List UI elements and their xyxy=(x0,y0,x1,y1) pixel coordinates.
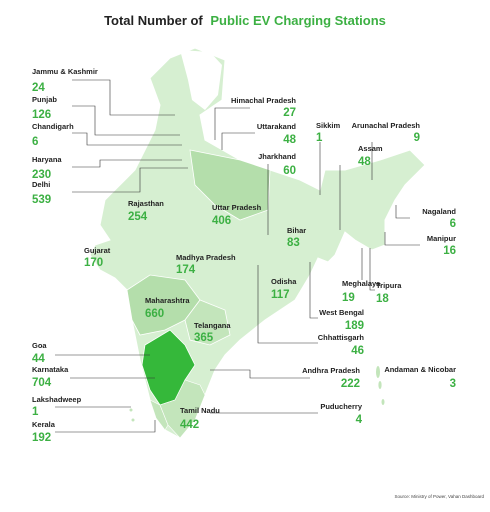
region-value: 442 xyxy=(180,419,199,431)
region-value: 126 xyxy=(32,109,51,121)
leader-line xyxy=(72,79,175,116)
region-name: Tamil Nadu xyxy=(180,406,220,415)
region-value: 539 xyxy=(32,194,51,206)
region-name: Goa xyxy=(32,341,47,350)
region-value: 230 xyxy=(32,169,51,181)
region-name: Puducherry xyxy=(320,402,363,411)
leader-line xyxy=(221,132,255,150)
region-value: 6 xyxy=(32,136,38,148)
telangana-area xyxy=(184,299,231,346)
island xyxy=(376,366,380,378)
leader-line xyxy=(257,265,318,344)
region-value: 704 xyxy=(32,377,52,389)
region-value: 660 xyxy=(145,308,164,320)
region-name: Tripura xyxy=(376,281,402,290)
region-name: Haryana xyxy=(32,155,62,164)
region-name: Karnataka xyxy=(32,365,69,374)
andaman-islands xyxy=(376,366,385,405)
region-value: 3 xyxy=(450,378,456,390)
region-name: Madhya Pradesh xyxy=(176,253,236,262)
title: Total Number of Public EV Charging Stati… xyxy=(104,13,386,28)
region-value: 24 xyxy=(32,82,45,94)
lakshadweep-islands xyxy=(129,408,135,422)
region-value: 6 xyxy=(450,218,456,230)
island xyxy=(129,408,133,412)
leader-line xyxy=(309,262,318,319)
region-value: 222 xyxy=(341,378,360,390)
region-name: Manipur xyxy=(427,234,456,243)
kerala-area xyxy=(149,399,169,431)
region-value: 46 xyxy=(351,345,364,357)
leader-line xyxy=(384,232,420,246)
region-name: Chhattisgarh xyxy=(318,333,365,342)
leader-line xyxy=(214,107,250,140)
region-name: Maharashtra xyxy=(145,296,190,305)
region-value: 1 xyxy=(316,132,323,144)
leader-line xyxy=(395,205,410,219)
region-name: Uttar Pradesh xyxy=(212,203,262,212)
region-name: Nagaland xyxy=(422,207,456,216)
region-value: 19 xyxy=(342,292,355,304)
region-value: 60 xyxy=(283,165,296,177)
region-value: 254 xyxy=(128,211,148,223)
region-value: 117 xyxy=(271,289,290,301)
leader-line xyxy=(369,248,375,291)
region-name: Arunachal Pradesh xyxy=(352,121,421,130)
region-value: 189 xyxy=(345,320,364,332)
region-value: 406 xyxy=(212,215,231,227)
region-name: Assam xyxy=(358,144,383,153)
island xyxy=(378,381,382,389)
leader-line xyxy=(72,132,182,146)
ladakh-area xyxy=(180,50,222,110)
tamil-nadu-area xyxy=(159,379,206,439)
region-value: 365 xyxy=(194,332,214,344)
region-value: 48 xyxy=(283,134,296,146)
region-name: Sikkim xyxy=(316,121,341,130)
region-name: Jammu & Kashmir xyxy=(32,67,98,76)
region-name: Andhra Pradesh xyxy=(302,366,360,375)
island xyxy=(131,418,135,422)
region-value: 27 xyxy=(283,107,296,119)
region-value: 170 xyxy=(84,257,103,269)
region-value: 174 xyxy=(176,264,196,276)
leader-line xyxy=(72,159,182,168)
region-name: Rajasthan xyxy=(128,199,164,208)
region-value: 16 xyxy=(443,245,456,257)
region-name: Himachal Pradesh xyxy=(231,96,296,105)
island xyxy=(381,399,385,405)
leader-line xyxy=(210,369,310,379)
source-note: Source: Ministry of Power, Vahan Dashboa… xyxy=(395,494,485,499)
region-value: 9 xyxy=(414,132,420,144)
region-name: Gujarat xyxy=(84,246,111,255)
region-name: Andaman & Nicobar xyxy=(384,365,456,374)
region-name: Uttarakand xyxy=(257,122,297,131)
region-value: 4 xyxy=(356,414,363,426)
title-highlight: Public EV Charging Stations xyxy=(210,13,386,28)
region-name: Lakshadweep xyxy=(32,395,82,404)
region-value: 1 xyxy=(32,406,39,418)
leader-lines xyxy=(55,79,420,433)
leader-line xyxy=(72,167,188,193)
region-name: Punjab xyxy=(32,95,57,104)
region-name: Chandigarh xyxy=(32,122,74,131)
region-name: West Bengal xyxy=(319,308,364,317)
uttar-pradesh-area xyxy=(189,149,271,221)
title-prefix: Total Number of xyxy=(104,13,203,28)
region-value: 83 xyxy=(287,237,300,249)
leader-line xyxy=(72,105,180,136)
region-name: Meghalaya xyxy=(342,279,381,288)
region-name: Delhi xyxy=(32,180,50,189)
leader-line xyxy=(55,420,156,433)
region-value: 44 xyxy=(32,353,45,365)
region-name: Odisha xyxy=(271,277,297,286)
region-value: 48 xyxy=(358,156,371,168)
region-value: 192 xyxy=(32,432,51,444)
region-name: Telangana xyxy=(194,321,231,330)
region-name: Jharkhand xyxy=(258,152,296,161)
region-name: Bihar xyxy=(287,226,306,235)
india-map xyxy=(89,47,426,439)
region-name: Kerala xyxy=(32,420,56,429)
region-value: 18 xyxy=(376,293,389,305)
